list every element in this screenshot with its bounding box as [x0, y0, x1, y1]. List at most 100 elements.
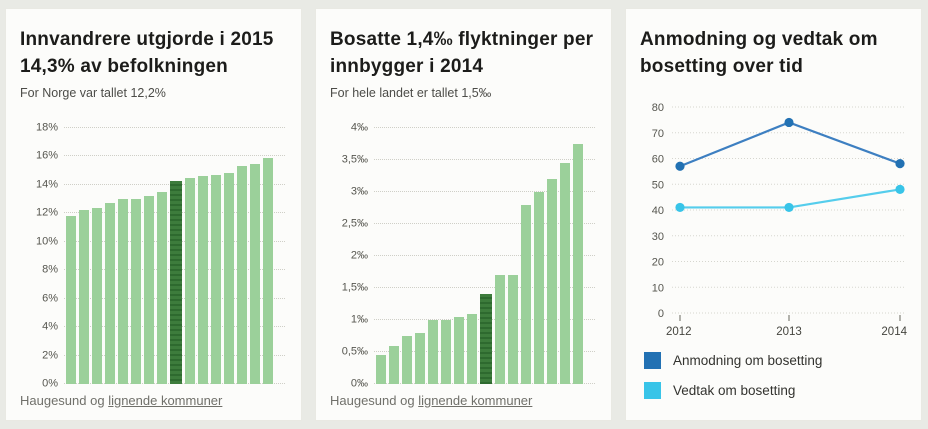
y-axis-tick-label: 12% [20, 207, 60, 219]
bar[interactable] [521, 204, 531, 384]
y-axis-tick-label: 80 [652, 102, 664, 114]
bar-chart-plot: 0‰ 0,5‰ 1‰ 1,5‰ 2‰ 2,5‰ 3‰ 3,5‰ 4‰ [330, 122, 597, 390]
chart-footer: Haugesund og lignende kommuner [20, 393, 287, 408]
gridline: 3‰ [330, 186, 595, 198]
y-axis-tick-label: 60 [652, 153, 664, 165]
bar[interactable] [92, 207, 102, 384]
bar[interactable] [131, 199, 141, 384]
bar[interactable] [415, 332, 425, 384]
bosetting-line-chart: 0 10 20 30 40 50 60 70 80 2012 2013 2014 [640, 99, 908, 344]
data-point[interactable] [675, 161, 685, 171]
bar[interactable] [428, 319, 438, 384]
y-axis-tick-label: 0‰ [330, 378, 370, 390]
data-point[interactable] [784, 117, 794, 127]
bar[interactable] [237, 166, 247, 384]
bars-group [66, 157, 273, 384]
data-point[interactable] [784, 202, 794, 212]
bar[interactable] [495, 275, 505, 384]
y-axis-tick-label: 2,5‰ [330, 218, 370, 230]
y-axis-tick-label: 70 [652, 128, 664, 140]
bar[interactable] [105, 203, 115, 384]
x-axis-year-label: 2012 [666, 326, 692, 338]
bar[interactable] [441, 319, 451, 384]
bars-group [376, 143, 583, 384]
y-axis-tick-label: 20 [652, 256, 664, 268]
footer-prefix: Haugesund og [20, 393, 109, 408]
y-axis-tick-label: 4% [20, 321, 60, 333]
bar[interactable] [144, 196, 154, 384]
legend-swatch [644, 381, 661, 399]
y-axis-tick-label: 0 [658, 308, 664, 320]
bar[interactable] [534, 191, 544, 384]
bar[interactable] [198, 176, 208, 384]
bar[interactable] [467, 313, 477, 384]
series-line [679, 121, 901, 168]
bar[interactable] [118, 199, 128, 384]
chart-footer: Haugesund og lignende kommuner [330, 393, 597, 408]
y-axis-tick-label: 6% [20, 293, 60, 305]
gridline: 18% [20, 122, 285, 134]
immigrant-share-bar-chart: 0% 2% 4% 6% 8% 10% 12% 14% 16% 18% [20, 114, 287, 390]
bar-highlighted-municipality[interactable] [170, 180, 182, 384]
panel-title: Innvandrere utgjorde i 2015 14,3% av bef… [20, 29, 274, 77]
similar-municipalities-link[interactable]: lignende kommuner [418, 393, 533, 408]
bar[interactable] [79, 210, 89, 384]
gridline: 2,5‰ [330, 218, 595, 230]
y-axis-tick-label: 0,5‰ [330, 346, 370, 358]
gridline: 2‰ [330, 250, 595, 262]
panel-subtitle: For Norge var tallet 12,2% [20, 85, 166, 100]
bar[interactable] [211, 174, 221, 384]
y-axis-tick-label: 30 [652, 231, 664, 243]
legend-item[interactable]: Vedtak om bosetting [644, 381, 907, 399]
panel-bosetting-trend: Anmodning og vedtak om bosetting over ti… [625, 8, 922, 421]
y-axis-tick-label: 8% [20, 264, 60, 276]
y-axis-tick-label: 2% [20, 350, 60, 361]
bar[interactable] [224, 173, 234, 384]
bar[interactable] [454, 316, 464, 384]
bar[interactable] [547, 179, 557, 384]
gridline: 4‰ [330, 122, 595, 134]
panel-immigrant-share: Innvandrere utgjorde i 2015 14,3% av bef… [5, 8, 302, 421]
x-axis-year-label: 2014 [881, 326, 907, 338]
legend-label: Anmodning om bosetting [673, 352, 823, 368]
bar[interactable] [573, 143, 583, 384]
y-axis-tick-label: 16% [20, 150, 60, 162]
data-point[interactable] [895, 184, 905, 194]
y-axis-tick-label: 50 [652, 179, 664, 191]
y-axis-tick-label: 3,5‰ [330, 154, 370, 166]
y-axis-tick-label: 0% [20, 378, 60, 390]
bar[interactable] [66, 216, 76, 384]
panel-title: Anmodning og vedtak om bosetting over ti… [640, 29, 878, 77]
similar-municipalities-link[interactable]: lignende kommuner [108, 393, 223, 408]
data-point[interactable] [675, 202, 685, 212]
gridline: 3,5‰ [330, 154, 595, 166]
refugees-per-capita-bar-chart: 0‰ 0,5‰ 1‰ 1,5‰ 2‰ 2,5‰ 3‰ 3,5‰ 4‰ [330, 114, 597, 390]
y-axis-tick-label: 10% [20, 236, 60, 248]
y-axis-tick-label: 10 [652, 282, 664, 294]
bar[interactable] [389, 345, 399, 384]
legend-item[interactable]: Anmodning om bosetting [644, 351, 907, 369]
bar[interactable] [185, 177, 195, 384]
x-axis-year-label: 2013 [776, 326, 802, 338]
y-axis-tick-label: 1‰ [330, 314, 370, 326]
bar[interactable] [560, 163, 570, 384]
panel-refugees-per-capita: Bosatte 1,4‰ flyktninger per innbygger i… [315, 8, 612, 421]
bar[interactable] [157, 191, 167, 384]
y-axis-tick-label: 3‰ [330, 186, 370, 198]
gridline: 1,5‰ [330, 282, 595, 294]
legend-swatch [644, 351, 661, 369]
bar[interactable] [402, 335, 412, 384]
line-chart-svg: 0 10 20 30 40 50 60 70 80 2012 2013 2014 [652, 102, 908, 338]
bar-highlighted-municipality[interactable] [480, 294, 492, 384]
y-axis-tick-label: 4‰ [330, 122, 370, 134]
bar[interactable] [250, 163, 260, 384]
bar[interactable] [508, 275, 518, 384]
gridline: 16% [20, 150, 285, 162]
panel-subtitle: For hele landet er tallet 1,5‰ [330, 85, 492, 100]
bar-chart-plot: 0% 2% 4% 6% 8% 10% 12% 14% 16% 18% [20, 122, 287, 390]
bar[interactable] [263, 157, 273, 384]
legend-label: Vedtak om bosetting [673, 382, 796, 398]
bar[interactable] [376, 355, 386, 384]
chart-legend: Anmodning om bosetting Vedtak om bosettin… [640, 351, 907, 399]
data-point[interactable] [895, 158, 905, 169]
